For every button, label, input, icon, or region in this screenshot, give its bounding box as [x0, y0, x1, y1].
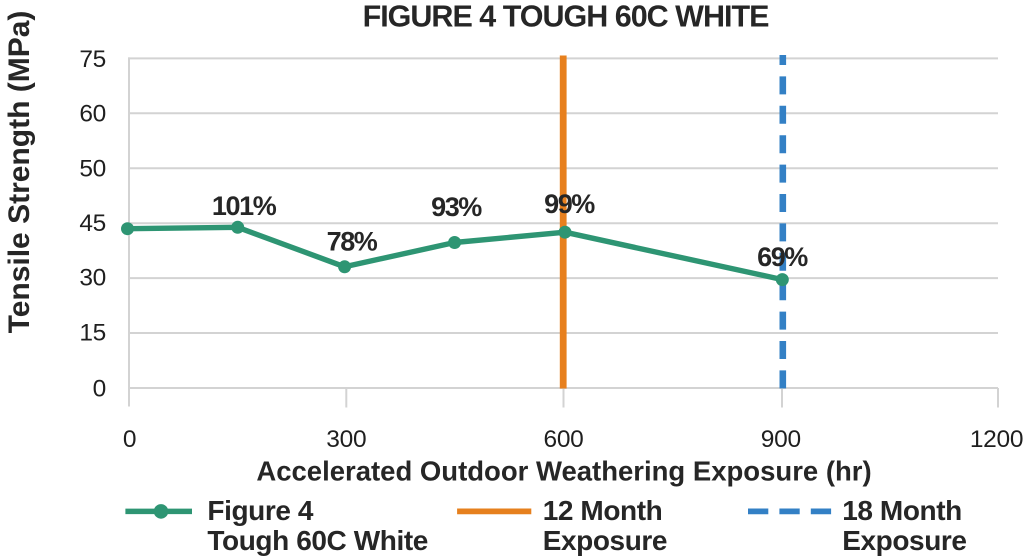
svg-text:50: 50 — [79, 156, 106, 183]
svg-text:0: 0 — [93, 376, 106, 403]
svg-text:600: 600 — [544, 426, 584, 453]
svg-text:Exposure: Exposure — [543, 525, 667, 556]
svg-text:101%: 101% — [212, 191, 277, 221]
svg-text:45: 45 — [79, 210, 106, 237]
svg-text:18 Month: 18 Month — [842, 495, 962, 526]
svg-text:Accelerated Outdoor Weathering: Accelerated Outdoor Weathering Exposure … — [256, 456, 871, 487]
svg-text:Tensile Strength (MPa): Tensile Strength (MPa) — [3, 11, 36, 334]
svg-text:Figure 4: Figure 4 — [207, 495, 314, 526]
svg-text:93%: 93% — [431, 192, 482, 222]
svg-text:300: 300 — [326, 426, 366, 453]
svg-text:30: 30 — [79, 264, 106, 291]
svg-text:1200: 1200 — [970, 426, 1023, 453]
svg-text:12 Month: 12 Month — [543, 495, 663, 526]
svg-text:Exposure: Exposure — [842, 525, 966, 556]
svg-text:Tough 60C White: Tough 60C White — [207, 525, 428, 556]
svg-text:99%: 99% — [544, 189, 595, 219]
svg-text:69%: 69% — [757, 242, 808, 272]
svg-text:900: 900 — [761, 426, 801, 453]
svg-text:15: 15 — [79, 319, 106, 346]
svg-text:78%: 78% — [327, 226, 378, 256]
svg-text:FIGURE 4 TOUGH 60C WHITE: FIGURE 4 TOUGH 60C WHITE — [363, 0, 770, 34]
svg-text:60: 60 — [79, 101, 106, 128]
svg-text:75: 75 — [79, 46, 106, 73]
svg-text:0: 0 — [123, 426, 136, 453]
